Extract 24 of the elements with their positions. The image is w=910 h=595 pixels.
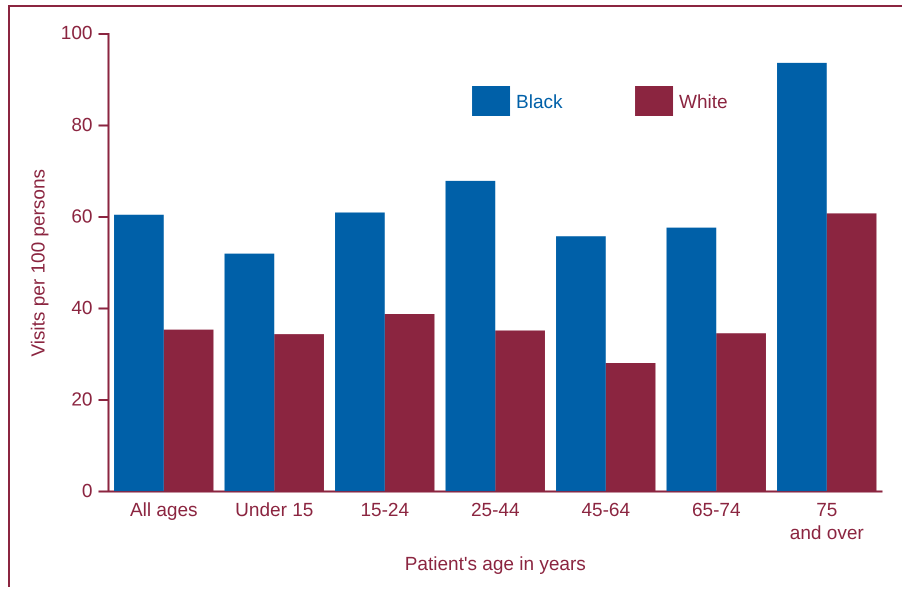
- y-tick-label: 0: [82, 480, 92, 502]
- x-tick-label: 25-44: [470, 500, 520, 522]
- x-axis-title: Patient's age in years: [404, 554, 586, 575]
- bar: [446, 180, 496, 492]
- y-tick-label: 20: [71, 389, 92, 410]
- bar: [777, 62, 827, 492]
- bar: [114, 214, 164, 492]
- bar: [556, 236, 606, 492]
- bar: [224, 254, 274, 492]
- y-tick-label: 80: [71, 114, 92, 136]
- x-tick-label: Under 15: [235, 500, 314, 522]
- legend-label: White: [679, 92, 728, 114]
- bar: [335, 212, 385, 492]
- y-tick-label: 60: [71, 206, 92, 228]
- x-tick-label: 15-24: [360, 500, 410, 522]
- x-tick-label: 75 and over: [790, 500, 864, 544]
- y-tick-label: 40: [71, 298, 92, 319]
- y-axis-title: Visits per 100 persons: [28, 168, 50, 357]
- y-tick-label: 100: [60, 23, 92, 44]
- legend-label: Black: [516, 92, 564, 114]
- x-tick-label: All ages: [130, 500, 198, 522]
- x-tick-label: 45-64: [581, 500, 630, 522]
- x-tick-label: 65-74: [692, 500, 741, 522]
- bar: [666, 228, 716, 492]
